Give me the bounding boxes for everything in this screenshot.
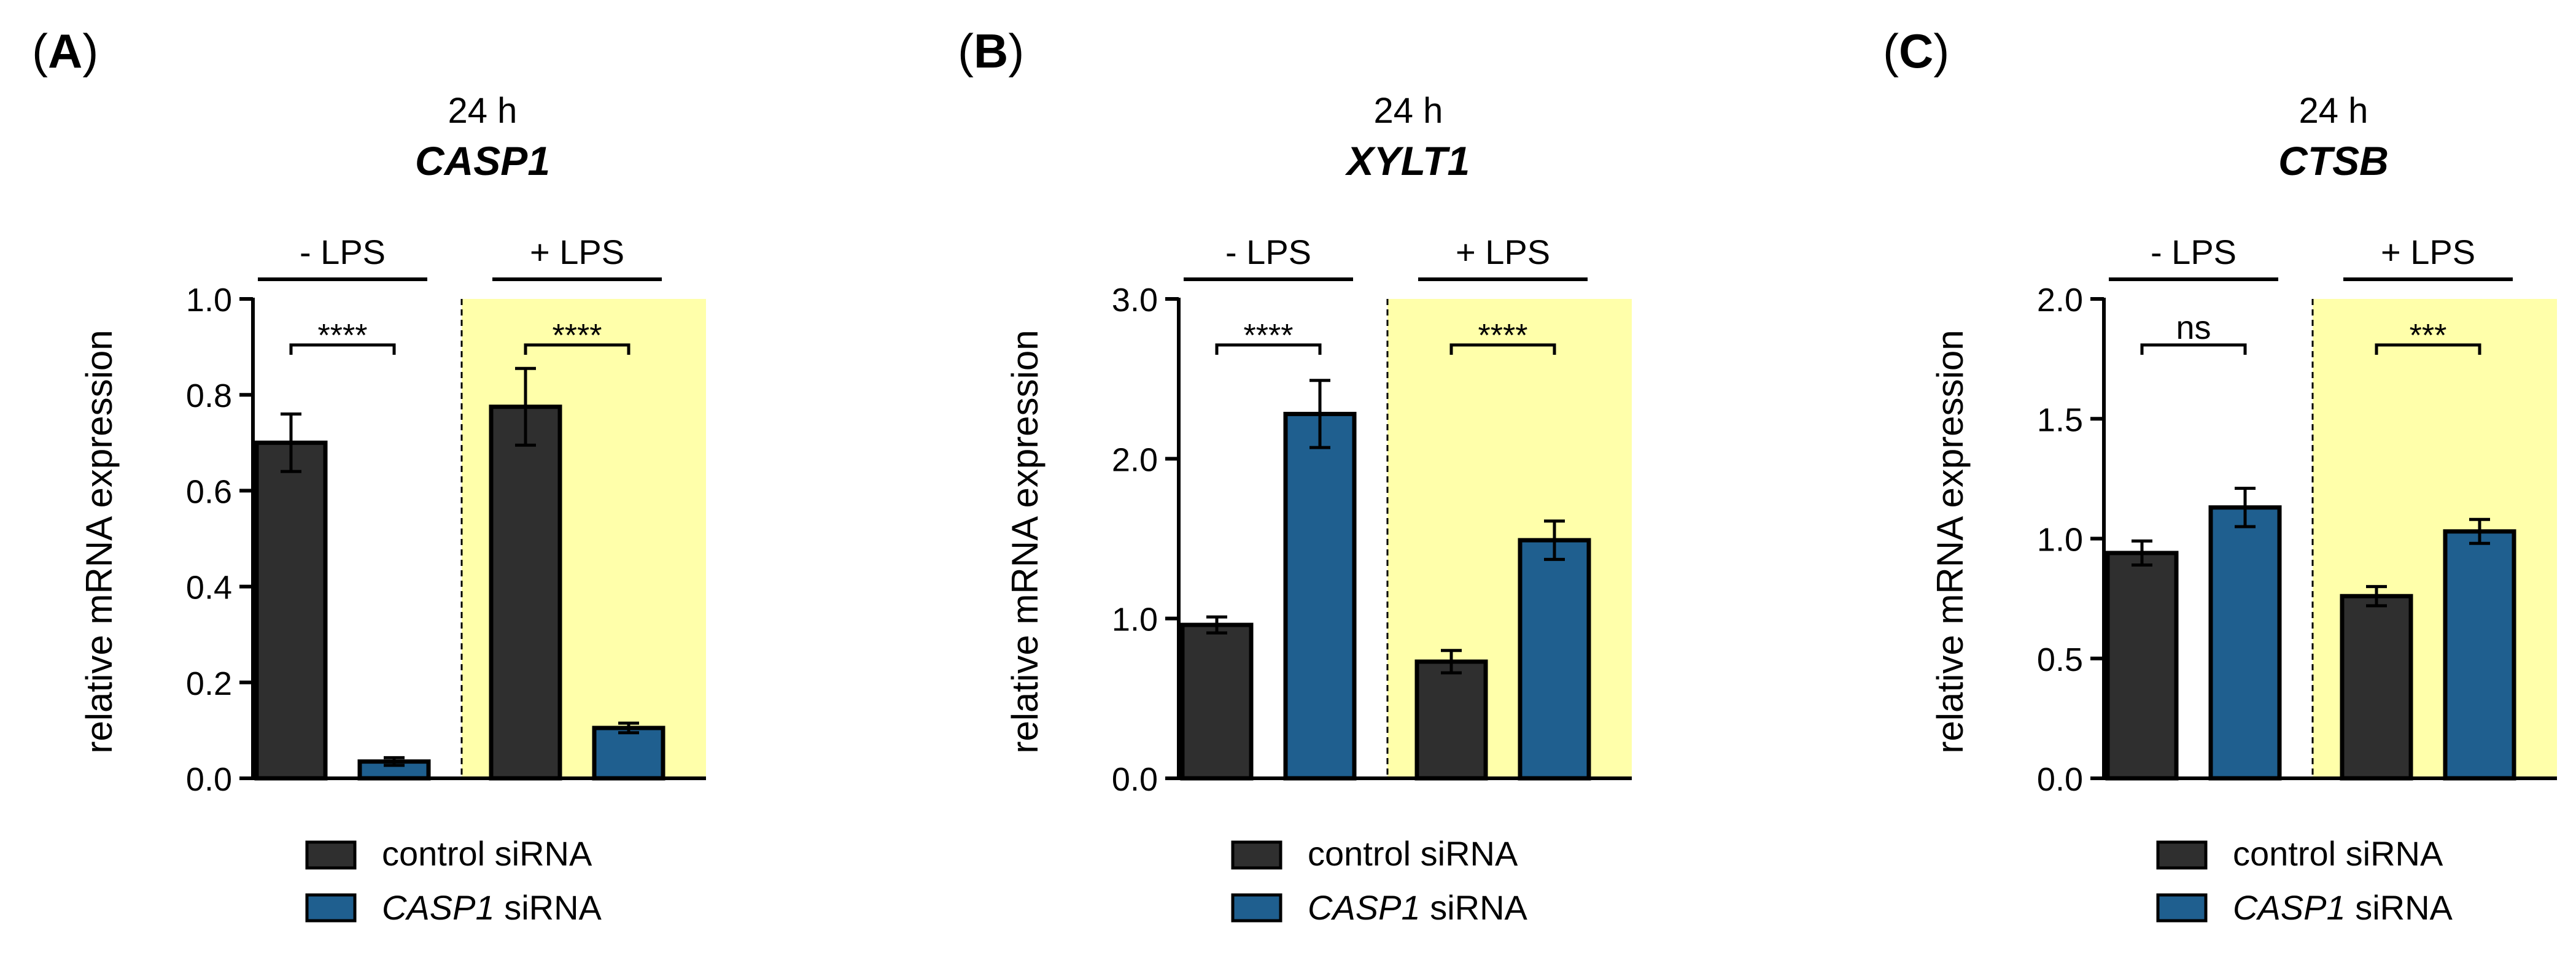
legend-label-casp1: CASP1 siRNA <box>382 888 602 927</box>
panel-label: (C) <box>1883 24 1949 78</box>
panel-b: (B) 24 h XYLT1 - LPS + LPS **** **** 0.0 1.0 2.0 3… <box>958 24 1632 927</box>
group-label: - LPS <box>1225 233 1311 271</box>
y-axis-label: relative mRNA expression <box>79 330 120 753</box>
y-tick-label: 0.2 <box>186 665 232 702</box>
group-label: + LPS <box>2381 233 2475 271</box>
casp1-bar <box>1518 538 1591 781</box>
chart-title: CTSB <box>2278 138 2389 184</box>
y-tick-label: 1.0 <box>1112 602 1158 638</box>
control-bar <box>254 440 328 781</box>
y-tick-label: 2.0 <box>2037 282 2083 319</box>
y-tick-label: 0.6 <box>186 473 232 510</box>
chart-title: XYLT1 <box>1344 138 1470 184</box>
significance-bracket <box>289 343 396 355</box>
y-tick-label: 1.0 <box>2037 522 2083 559</box>
significance-bracket <box>2140 343 2247 355</box>
panel-c: (C) 24 h CTSB - LPS + LPS ns *** 0.0 0.5 1.0 1.5 2.… <box>1883 24 2557 927</box>
legend-label-control: control siRNA <box>1308 834 1518 873</box>
significance-bracket <box>2375 343 2481 355</box>
legend-swatch-control <box>1231 840 1282 870</box>
legend-swatch-casp1 <box>1231 893 1282 923</box>
casp1-bar <box>592 726 665 781</box>
legend-suffix: siRNA <box>495 888 602 927</box>
significance-label: **** <box>1478 318 1528 354</box>
legend-gene-name: CASP1 <box>382 888 495 927</box>
legend-gene-name: CASP1 <box>2233 888 2346 927</box>
significance-label: **** <box>1244 318 1294 354</box>
casp1-bar <box>2208 505 2282 781</box>
y-tick-label: 2.0 <box>1112 441 1158 478</box>
legend-label-control: control siRNA <box>382 834 592 873</box>
significance-label: ns <box>2176 309 2211 346</box>
legend-label-casp1: CASP1 siRNA <box>2233 888 2453 927</box>
timepoint-label: 24 h <box>2299 91 2368 131</box>
significance-bracket <box>1449 343 1556 355</box>
panel-label: (B) <box>958 24 1024 78</box>
legend-swatch-control <box>2156 840 2208 870</box>
legend-swatch-casp1 <box>2156 893 2208 923</box>
y-tick-label: 0.5 <box>2037 641 2083 678</box>
control-bar <box>1180 622 1254 781</box>
significance-label: *** <box>2410 318 2447 354</box>
y-tick-label: 3.0 <box>1112 282 1158 319</box>
significance-label: **** <box>318 318 368 354</box>
timepoint-label: 24 h <box>448 91 518 131</box>
control-bar <box>1414 659 1488 781</box>
y-tick-label: 1.0 <box>186 282 232 319</box>
y-tick-label: 0.0 <box>2037 761 2083 798</box>
panel-a: (A) 24 h CASP1 - LPS + LPS **** **** 0.0 0.2 0.4 0… <box>32 24 706 927</box>
group-label: + LPS <box>530 233 624 271</box>
control-bar <box>2105 551 2179 781</box>
group-label: + LPS <box>1456 233 1550 271</box>
significance-label: **** <box>553 318 602 354</box>
y-tick-label: 0.4 <box>186 570 232 606</box>
y-tick-label: 0.8 <box>186 377 232 414</box>
legend-label-control: control siRNA <box>2233 834 2443 873</box>
control-bar <box>489 405 562 781</box>
legend-swatch-casp1 <box>305 893 357 923</box>
significance-bracket <box>524 343 630 355</box>
casp1-bar <box>1283 411 1357 781</box>
control-bar <box>2340 594 2413 781</box>
timepoint-label: 24 h <box>1374 91 1443 131</box>
panel-label: (A) <box>32 24 98 78</box>
significance-bracket <box>1215 343 1322 355</box>
y-axis-label: relative mRNA expression <box>1930 330 1971 753</box>
group-label: - LPS <box>300 233 386 271</box>
legend-suffix: siRNA <box>2346 888 2453 927</box>
legend-gene-name: CASP1 <box>1308 888 1421 927</box>
group-label: - LPS <box>2151 233 2237 271</box>
legend-suffix: siRNA <box>1421 888 1528 927</box>
casp1-bar <box>2443 529 2516 781</box>
legend-label-casp1: CASP1 siRNA <box>1308 888 1528 927</box>
y-axis-label: relative mRNA expression <box>1004 330 1046 753</box>
chart-title: CASP1 <box>415 138 550 184</box>
y-tick-label: 1.5 <box>2037 401 2083 438</box>
legend-swatch-control <box>305 840 357 870</box>
y-tick-label: 0.0 <box>1112 761 1158 798</box>
y-tick-label: 0.0 <box>186 761 232 798</box>
